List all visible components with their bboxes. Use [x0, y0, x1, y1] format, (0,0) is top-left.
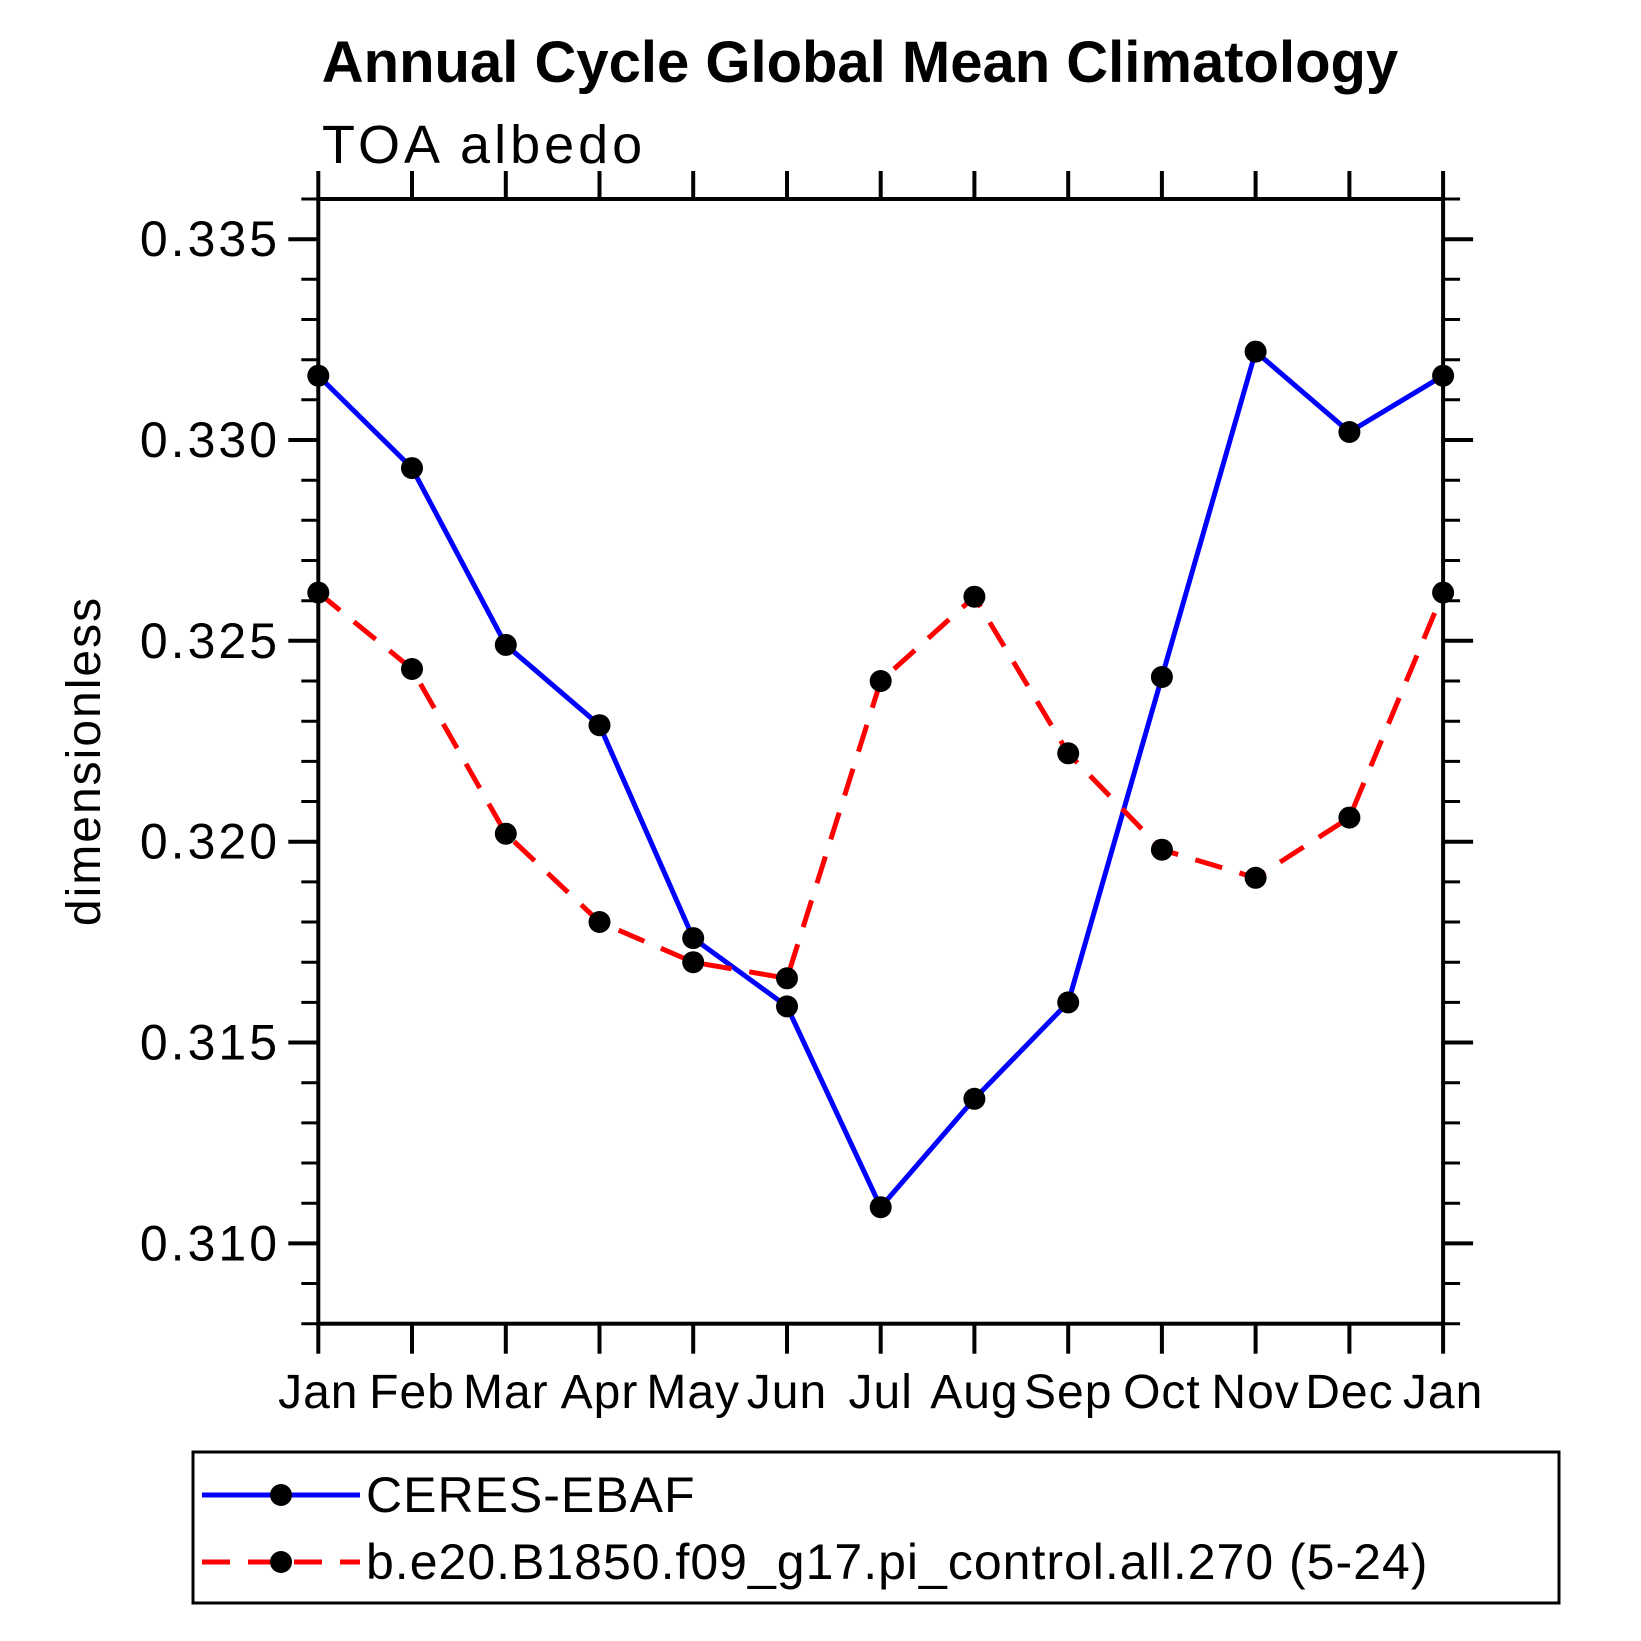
- data-point-marker: [776, 995, 798, 1018]
- x-tick-label: Sep: [1024, 1366, 1112, 1419]
- chart-subtitle: TOA albedo: [322, 115, 646, 175]
- legend-label-model: b.e20.B1850.f09_g17.pi_control.all.270 (…: [366, 1534, 1428, 1590]
- y-tick-label: 0.335: [140, 211, 280, 267]
- x-tick-label: Jun: [747, 1366, 827, 1419]
- data-point-marker: [494, 822, 517, 845]
- series-line-1: [316, 590, 1446, 982]
- data-point-marker: [963, 1087, 986, 1110]
- y-tick-label: 0.325: [140, 613, 280, 669]
- data-point-marker: [401, 658, 423, 680]
- data-point-marker: [1150, 666, 1173, 688]
- data-point-marker: [1244, 340, 1267, 363]
- legend-box: [191, 1450, 1561, 1605]
- legend: CERES-EBAF b.e20.B1850.f09_g17.pi_contro…: [191, 1450, 1561, 1605]
- data-point-marker: [776, 967, 798, 990]
- data-point-marker: [869, 670, 892, 692]
- x-tick-label: Apr: [561, 1366, 639, 1419]
- legend-entry-model: b.e20.B1850.f09_g17.pi_control.all.270 (…: [202, 1534, 1428, 1590]
- data-point-marker: [869, 1196, 892, 1219]
- data-point-marker: [1244, 866, 1267, 889]
- data-point-marker: [1057, 742, 1080, 765]
- x-tick-label: Dec: [1305, 1366, 1393, 1419]
- data-point-marker: [1338, 421, 1361, 443]
- legend-label-observation: CERES-EBAF: [366, 1467, 696, 1523]
- data-point-marker: [1057, 991, 1080, 1014]
- data-point-marker: [682, 951, 705, 974]
- data-point-marker: [588, 911, 611, 933]
- legend-entry-observation: CERES-EBAF: [202, 1467, 696, 1523]
- data-point-marker: [588, 714, 611, 737]
- x-tick-label: Mar: [463, 1366, 549, 1419]
- x-tick-label: Oct: [1123, 1366, 1201, 1419]
- data-point-marker: [494, 633, 517, 656]
- y-tick-label: 0.320: [140, 814, 280, 870]
- x-tick-label: Jan: [278, 1366, 358, 1419]
- legend-marker-circle-icon: [270, 1551, 292, 1573]
- y-tick-label: 0.330: [140, 412, 280, 468]
- y-tick-label: 0.310: [140, 1215, 280, 1271]
- chart-title: Annual Cycle Global Mean Climatology: [322, 30, 1398, 95]
- data-point-marker: [682, 927, 705, 950]
- x-tick-label: May: [646, 1366, 740, 1419]
- x-tick-label: Jul: [849, 1366, 913, 1419]
- x-tick-label: Jan: [1403, 1366, 1483, 1419]
- y-tick-label: 0.315: [140, 1015, 280, 1071]
- data-point-marker: [1338, 806, 1361, 829]
- x-tick-label: Aug: [930, 1366, 1018, 1419]
- y-axis-title: dimensionless: [58, 596, 111, 926]
- x-tick-label: Feb: [369, 1366, 455, 1419]
- x-tick-label: Nov: [1211, 1366, 1299, 1419]
- data-point-marker: [1150, 838, 1173, 861]
- data-point-marker: [401, 457, 423, 480]
- series-line-0: [316, 347, 1445, 1212]
- data-point-marker: [963, 585, 986, 608]
- legend-marker-circle-icon: [270, 1484, 292, 1506]
